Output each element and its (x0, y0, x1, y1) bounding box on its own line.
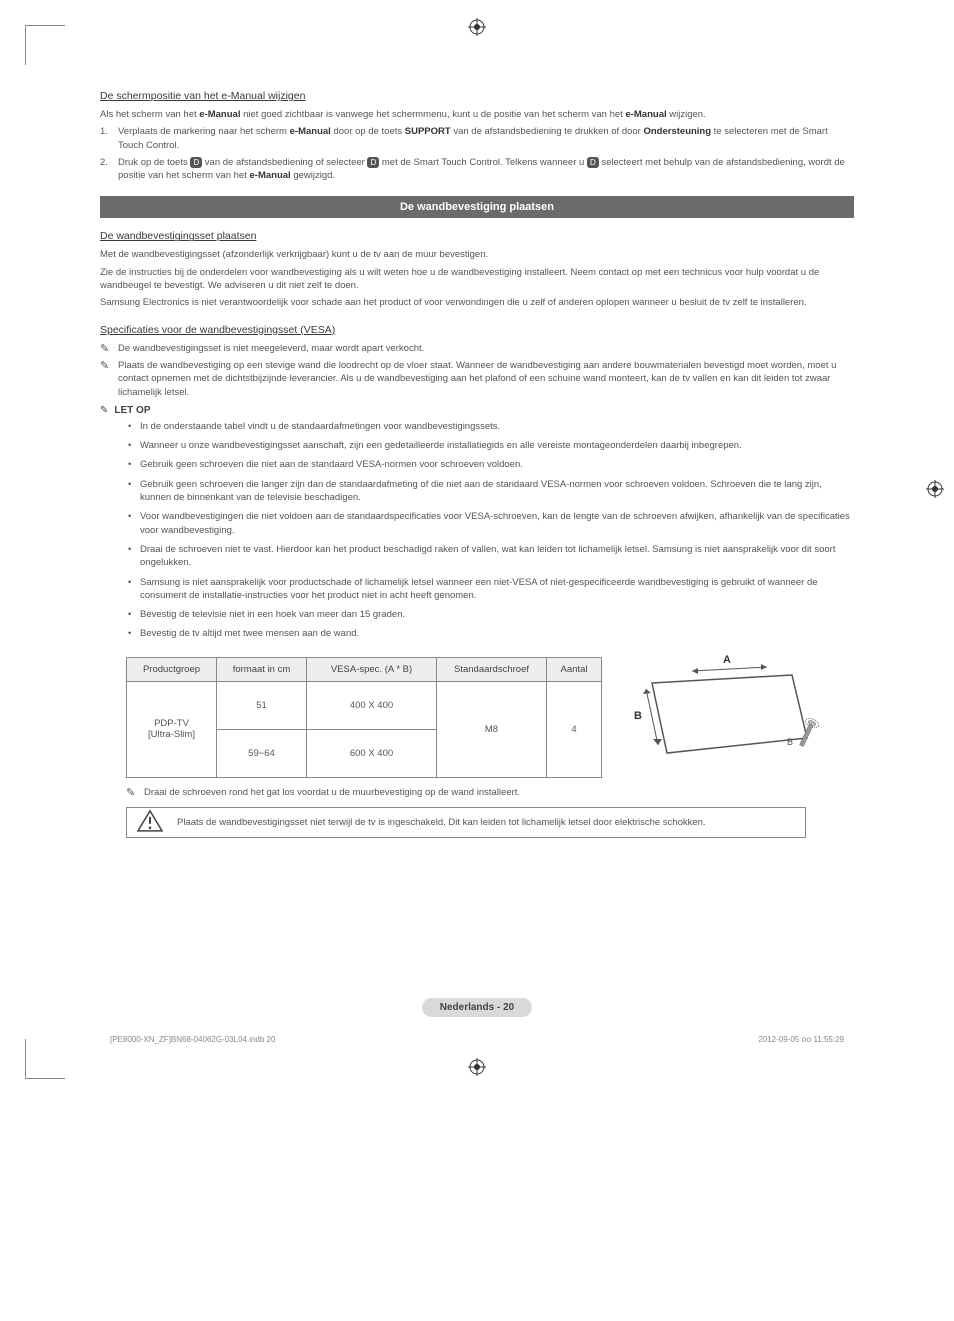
table-and-diagram-row: Productgroep formaat in cm VESA-spec. (A… (100, 647, 854, 786)
intro-b1: e-Manual (199, 109, 240, 120)
bullet-7: Bevestig de televisie niet in een hoek v… (128, 608, 854, 621)
page-footer-center: Nederlands - 20 (100, 998, 854, 1017)
step1-mid1: door op de toets (331, 126, 405, 137)
step2-pre: Druk op de toets (118, 157, 190, 168)
cell-vs-2: 600 X 400 (307, 729, 437, 777)
bullet-6: Samsung is niet aansprakelijk voor produ… (128, 576, 854, 603)
warning-icon (137, 809, 163, 837)
letop-bullets: In de onderstaande tabel vindt u de stan… (100, 420, 854, 641)
th-formaat: formaat in cm (217, 657, 307, 681)
print-footer: [PE8000-XN_ZF]BN68-04062G-03L04.indb 20 … (100, 1035, 854, 1044)
step-1-num: 1. (100, 125, 108, 138)
remote-d-button-icon-2: D (367, 157, 379, 168)
th-vesa-spec: VESA-spec. (A * B) (307, 657, 437, 681)
step1-b2: SUPPORT (405, 126, 451, 137)
bullet-3: Gebruik geen schroeven die langer zijn d… (128, 478, 854, 505)
step2-mid2: met de Smart Touch Control. Telkens wann… (379, 157, 587, 168)
svg-text:B: B (787, 737, 793, 747)
table-header-row: Productgroep formaat in cm VESA-spec. (A… (127, 657, 602, 681)
th-aantal: Aantal (547, 657, 602, 681)
intro-pre: Als het scherm van het (100, 109, 199, 120)
th-standaardschroef: Standaardschroef (437, 657, 547, 681)
post-table-note-text: Draai de schroeven rond het gat los voor… (144, 787, 520, 798)
step1-pre: Verplaats de markering naar het scherm (118, 126, 290, 137)
bullet-0: In de onderstaande tabel vindt u de stan… (128, 420, 854, 433)
vesa-table: Productgroep formaat in cm VESA-spec. (A… (126, 657, 602, 778)
cell-vs-1: 400 X 400 (307, 681, 437, 729)
cell-fm-1: 51 (217, 681, 307, 729)
pg-line2: [Ultra-Slim] (148, 729, 195, 740)
note-2: Plaats de wandbevestiging op een stevige… (100, 359, 854, 399)
note-1: De wandbevestigingsset is niet meegeleve… (100, 342, 854, 355)
step-2: 2. Druk op de toets D van de afstandsbed… (100, 156, 854, 183)
vesa-diagram: A B B (622, 653, 842, 773)
intro-post: wijzigen. (667, 109, 706, 120)
section-bar-wall-mount: De wandbevestiging plaatsen (100, 196, 854, 218)
registration-mark-bottom (468, 1058, 486, 1079)
note-1-text: De wandbevestigingsset is niet meegeleve… (118, 343, 424, 354)
heading-wall-mount-set: De wandbevestigingsset plaatsen (100, 230, 256, 242)
bullet-5: Draai de schroeven niet te vast. Hierdoo… (128, 543, 854, 570)
note-icon (126, 786, 141, 801)
step2-b1: e-Manual (250, 170, 291, 181)
intro-text: Als het scherm van het e-Manual niet goe… (100, 108, 854, 121)
crop-mark-top-left (25, 25, 65, 65)
bullet-8: Bevestig de tv altijd met twee mensen aa… (128, 627, 854, 640)
pg-line1: PDP-TV (154, 718, 189, 729)
step1-mid2: van de afstandsbediening te drukken of d… (451, 126, 644, 137)
registration-mark-right (926, 480, 944, 501)
sec2-p3: Samsung Electronics is niet verantwoorde… (100, 296, 854, 309)
cell-fm-2: 59~64 (217, 729, 307, 777)
bullet-4: Voor wandbevestigingen die niet voldoen … (128, 510, 854, 537)
heading-vesa-specs: Specificaties voor de wandbevestigingsse… (100, 324, 335, 336)
heading-screen-position: De schermpositie van het e-Manual wijzig… (100, 90, 305, 102)
bullet-2: Gebruik geen schroeven die niet aan de s… (128, 458, 854, 471)
th-productgroep: Productgroep (127, 657, 217, 681)
note-2-text: Plaats de wandbevestiging op een stevige… (118, 360, 836, 398)
note-icon (100, 342, 115, 357)
registration-mark-top (468, 18, 486, 39)
crop-mark-bottom-left (25, 1039, 65, 1079)
step-2-num: 2. (100, 156, 108, 169)
bullet-1: Wanneer u onze wandbevestigingsset aansc… (128, 439, 854, 452)
table-row: PDP-TV [Ultra-Slim] 51 400 X 400 M8 4 (127, 681, 602, 729)
cell-ss: M8 (437, 681, 547, 777)
cell-productgroep: PDP-TV [Ultra-Slim] (127, 681, 217, 777)
remote-d-button-icon: D (190, 157, 202, 168)
post-table-note: Draai de schroeven rond het gat los voor… (100, 786, 854, 799)
diagram-label-b: B (634, 710, 642, 722)
intro-mid: niet goed zichtbaar is vanwege het scher… (240, 109, 625, 120)
intro-b2: e-Manual (625, 109, 666, 120)
sec2-p1: Met de wandbevestigingsset (afzonderlijk… (100, 248, 854, 261)
page-badge: Nederlands - 20 (422, 998, 532, 1017)
step1-b3: Ondersteuning (643, 126, 711, 137)
cell-an: 4 (547, 681, 602, 777)
step2-mid1: van de afstandsbediening of selecteer (202, 157, 367, 168)
remote-d-button-icon-3: D (587, 157, 599, 168)
note-icon (100, 359, 115, 374)
steps-list: 1. Verplaats de markering naar het scher… (100, 125, 854, 182)
diagram-label-a: A (723, 654, 731, 666)
letop-heading: LET OP (100, 405, 854, 416)
warning-text: Plaats de wandbevestigingsset niet terwi… (177, 817, 706, 828)
footer-left: [PE8000-XN_ZF]BN68-04062G-03L04.indb 20 (110, 1035, 275, 1044)
step1-b1: e-Manual (290, 126, 331, 137)
warning-box: Plaats de wandbevestigingsset niet terwi… (126, 807, 806, 838)
step-1: 1. Verplaats de markering naar het scher… (100, 125, 854, 152)
step2-post: gewijzigd. (291, 170, 335, 181)
sec2-p2: Zie de instructies bij de onderdelen voo… (100, 266, 854, 293)
footer-right: 2012-09-05 օօ 11:55:29 (758, 1035, 844, 1044)
